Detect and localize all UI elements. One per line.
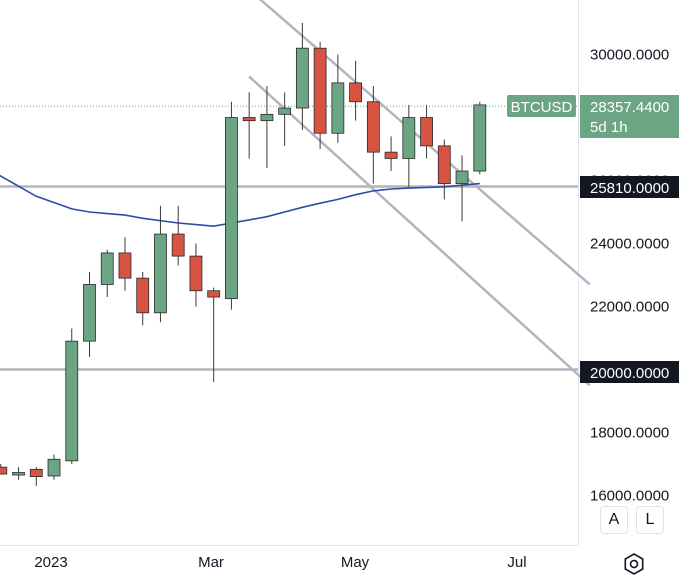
price-axis-label: 16000.0000 xyxy=(590,488,669,505)
candle[interactable] xyxy=(225,101,238,310)
candle-body xyxy=(260,113,274,122)
candles[interactable] xyxy=(0,23,487,487)
candle-body xyxy=(331,82,345,134)
candle[interactable] xyxy=(154,205,167,323)
candle[interactable] xyxy=(420,104,433,159)
candle[interactable] xyxy=(118,237,132,291)
candle[interactable] xyxy=(260,86,274,168)
candle-body xyxy=(47,458,61,477)
candle[interactable] xyxy=(47,454,61,480)
moving-average[interactable] xyxy=(0,171,480,228)
price-axis-label: 24000.0000 xyxy=(590,236,669,253)
candle-body xyxy=(154,233,167,314)
candle-body xyxy=(12,472,25,476)
candle[interactable] xyxy=(366,86,380,184)
candle-body xyxy=(420,117,433,147)
candle[interactable] xyxy=(83,271,96,357)
time-axis-label: 2023 xyxy=(34,554,67,571)
candle[interactable] xyxy=(384,136,398,172)
candle-body xyxy=(402,117,416,159)
candle[interactable] xyxy=(242,92,256,159)
auto-scale-button[interactable]: A xyxy=(600,506,628,534)
candle[interactable] xyxy=(402,104,416,187)
price-axis-label: 18000.0000 xyxy=(590,425,669,442)
candle-body xyxy=(242,117,256,122)
candle-body xyxy=(189,255,203,292)
candle-body xyxy=(473,104,487,172)
time-axis-labels[interactable]: 2023 Mar May Jul xyxy=(34,554,526,571)
level-tag-bg xyxy=(580,361,679,383)
candle[interactable] xyxy=(331,54,345,143)
candle-body xyxy=(207,290,221,298)
candle-body xyxy=(437,145,451,185)
time-axis-label: May xyxy=(341,554,370,571)
level-line-label: 20000.0000 xyxy=(590,365,669,382)
candle[interactable] xyxy=(278,92,292,146)
candle-body xyxy=(29,468,43,478)
horizontal-lines[interactable] xyxy=(0,105,578,371)
price-tags: BTCUSD 28357.4400 5d 1h 25810.0000 20000… xyxy=(507,95,679,383)
bar-countdown: 5d 1h xyxy=(590,119,628,136)
candle-body xyxy=(384,151,398,159)
candle[interactable] xyxy=(207,287,221,383)
log-scale-button[interactable]: L xyxy=(636,506,664,534)
candle[interactable] xyxy=(349,60,363,121)
moving-average-line[interactable] xyxy=(0,171,480,228)
candle-body xyxy=(136,277,150,314)
support-tag-bg xyxy=(580,176,679,198)
candle-body xyxy=(65,340,79,462)
symbol-tag: BTCUSD xyxy=(511,99,573,116)
candle[interactable] xyxy=(0,464,8,475)
candle-body xyxy=(83,284,96,342)
candle[interactable] xyxy=(189,243,203,307)
candle[interactable] xyxy=(171,205,185,266)
symbol-tag-bg xyxy=(507,95,576,117)
candle[interactable] xyxy=(455,155,469,222)
settings-gear-icon[interactable] xyxy=(621,551,647,577)
channel-line-0[interactable] xyxy=(178,0,591,286)
candle[interactable] xyxy=(65,328,79,464)
candle[interactable] xyxy=(136,271,150,326)
candle[interactable] xyxy=(437,139,451,200)
channel-line-1[interactable] xyxy=(248,75,591,387)
candle-body xyxy=(100,252,114,285)
candle-body xyxy=(295,47,309,109)
time-axis-label: Mar xyxy=(198,554,224,571)
candle-body xyxy=(171,233,185,257)
candle-body xyxy=(118,252,132,279)
descending-channel[interactable] xyxy=(178,0,591,387)
candle[interactable] xyxy=(29,467,43,487)
candle-body xyxy=(349,82,363,103)
support-line-label: 25810.0000 xyxy=(590,180,669,197)
price-axis-label: 22000.0000 xyxy=(590,299,669,316)
candle-body xyxy=(278,107,292,115)
candle-body xyxy=(0,466,8,475)
candle[interactable] xyxy=(100,249,114,298)
last-price-tag-bg xyxy=(580,95,679,138)
candle[interactable] xyxy=(295,23,309,131)
candle[interactable] xyxy=(313,41,327,149)
candle[interactable] xyxy=(12,467,25,480)
candle-body xyxy=(225,117,238,300)
candle-body xyxy=(455,170,469,185)
time-axis-label: Jul xyxy=(507,554,526,571)
candle-body xyxy=(366,101,380,153)
price-axis-label: 30000.0000 xyxy=(590,47,669,64)
candle-body xyxy=(313,47,327,134)
candle[interactable] xyxy=(473,101,487,175)
last-price-label: 28357.4400 xyxy=(590,99,669,116)
